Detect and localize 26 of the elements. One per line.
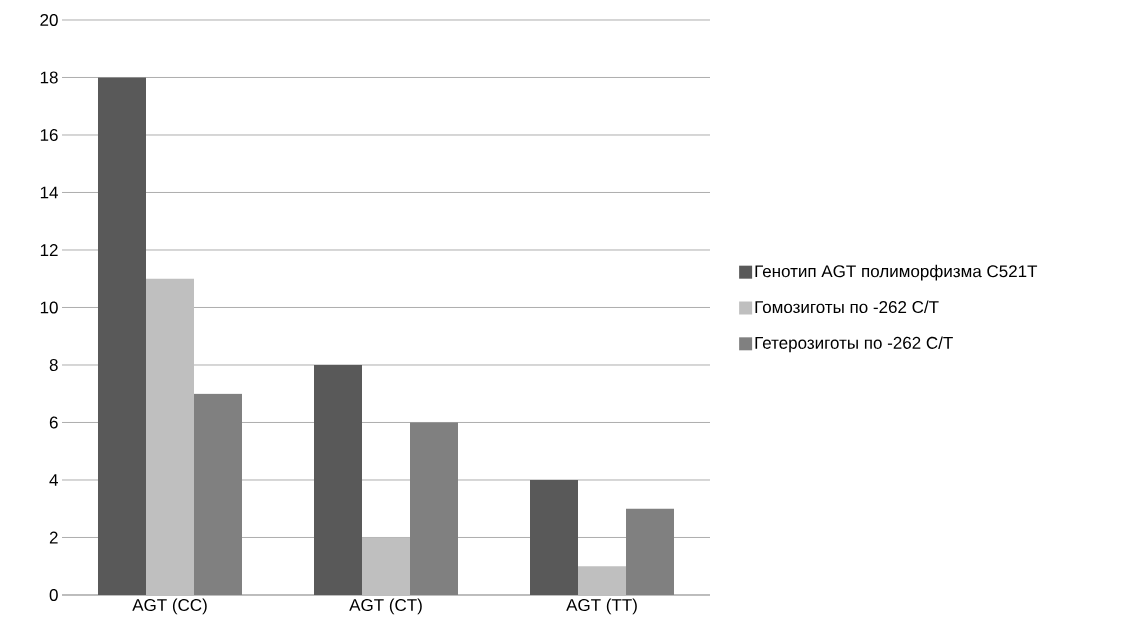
x-tick-label: AGT (TT) bbox=[566, 598, 637, 615]
y-tick-label: 0 bbox=[49, 588, 58, 602]
bar bbox=[578, 566, 627, 595]
bar bbox=[194, 393, 242, 595]
bar bbox=[410, 422, 459, 595]
x-tick-label: AGT (CC) bbox=[132, 598, 207, 615]
bar bbox=[626, 508, 675, 595]
y-tick-label: 14 bbox=[40, 186, 58, 199]
bar bbox=[314, 365, 362, 595]
y-tick-label: 8 bbox=[49, 358, 58, 372]
y-tick-label: 2 bbox=[49, 531, 58, 544]
legend-label: Генотип AGT полиморфизма C521T bbox=[755, 264, 1038, 281]
y-tick-label: 6 bbox=[49, 416, 58, 429]
y-tick-label: 10 bbox=[40, 301, 58, 314]
y-tick-label: 18 bbox=[40, 71, 58, 84]
x-tick-label: AGT (CT) bbox=[349, 598, 422, 615]
y-tick-label: 16 bbox=[40, 128, 58, 142]
y-tick-label: 12 bbox=[40, 244, 58, 256]
bar bbox=[98, 77, 146, 595]
bar bbox=[530, 480, 578, 595]
y-tick-label: 20 bbox=[40, 13, 58, 27]
y-tick-label: 4 bbox=[49, 474, 58, 486]
legend-label: Гомозиготы по -262 C/T bbox=[755, 300, 939, 314]
legend-label: Гетерозиготы по -262 C/T bbox=[755, 336, 953, 353]
bar bbox=[362, 537, 411, 595]
bar bbox=[146, 278, 194, 595]
